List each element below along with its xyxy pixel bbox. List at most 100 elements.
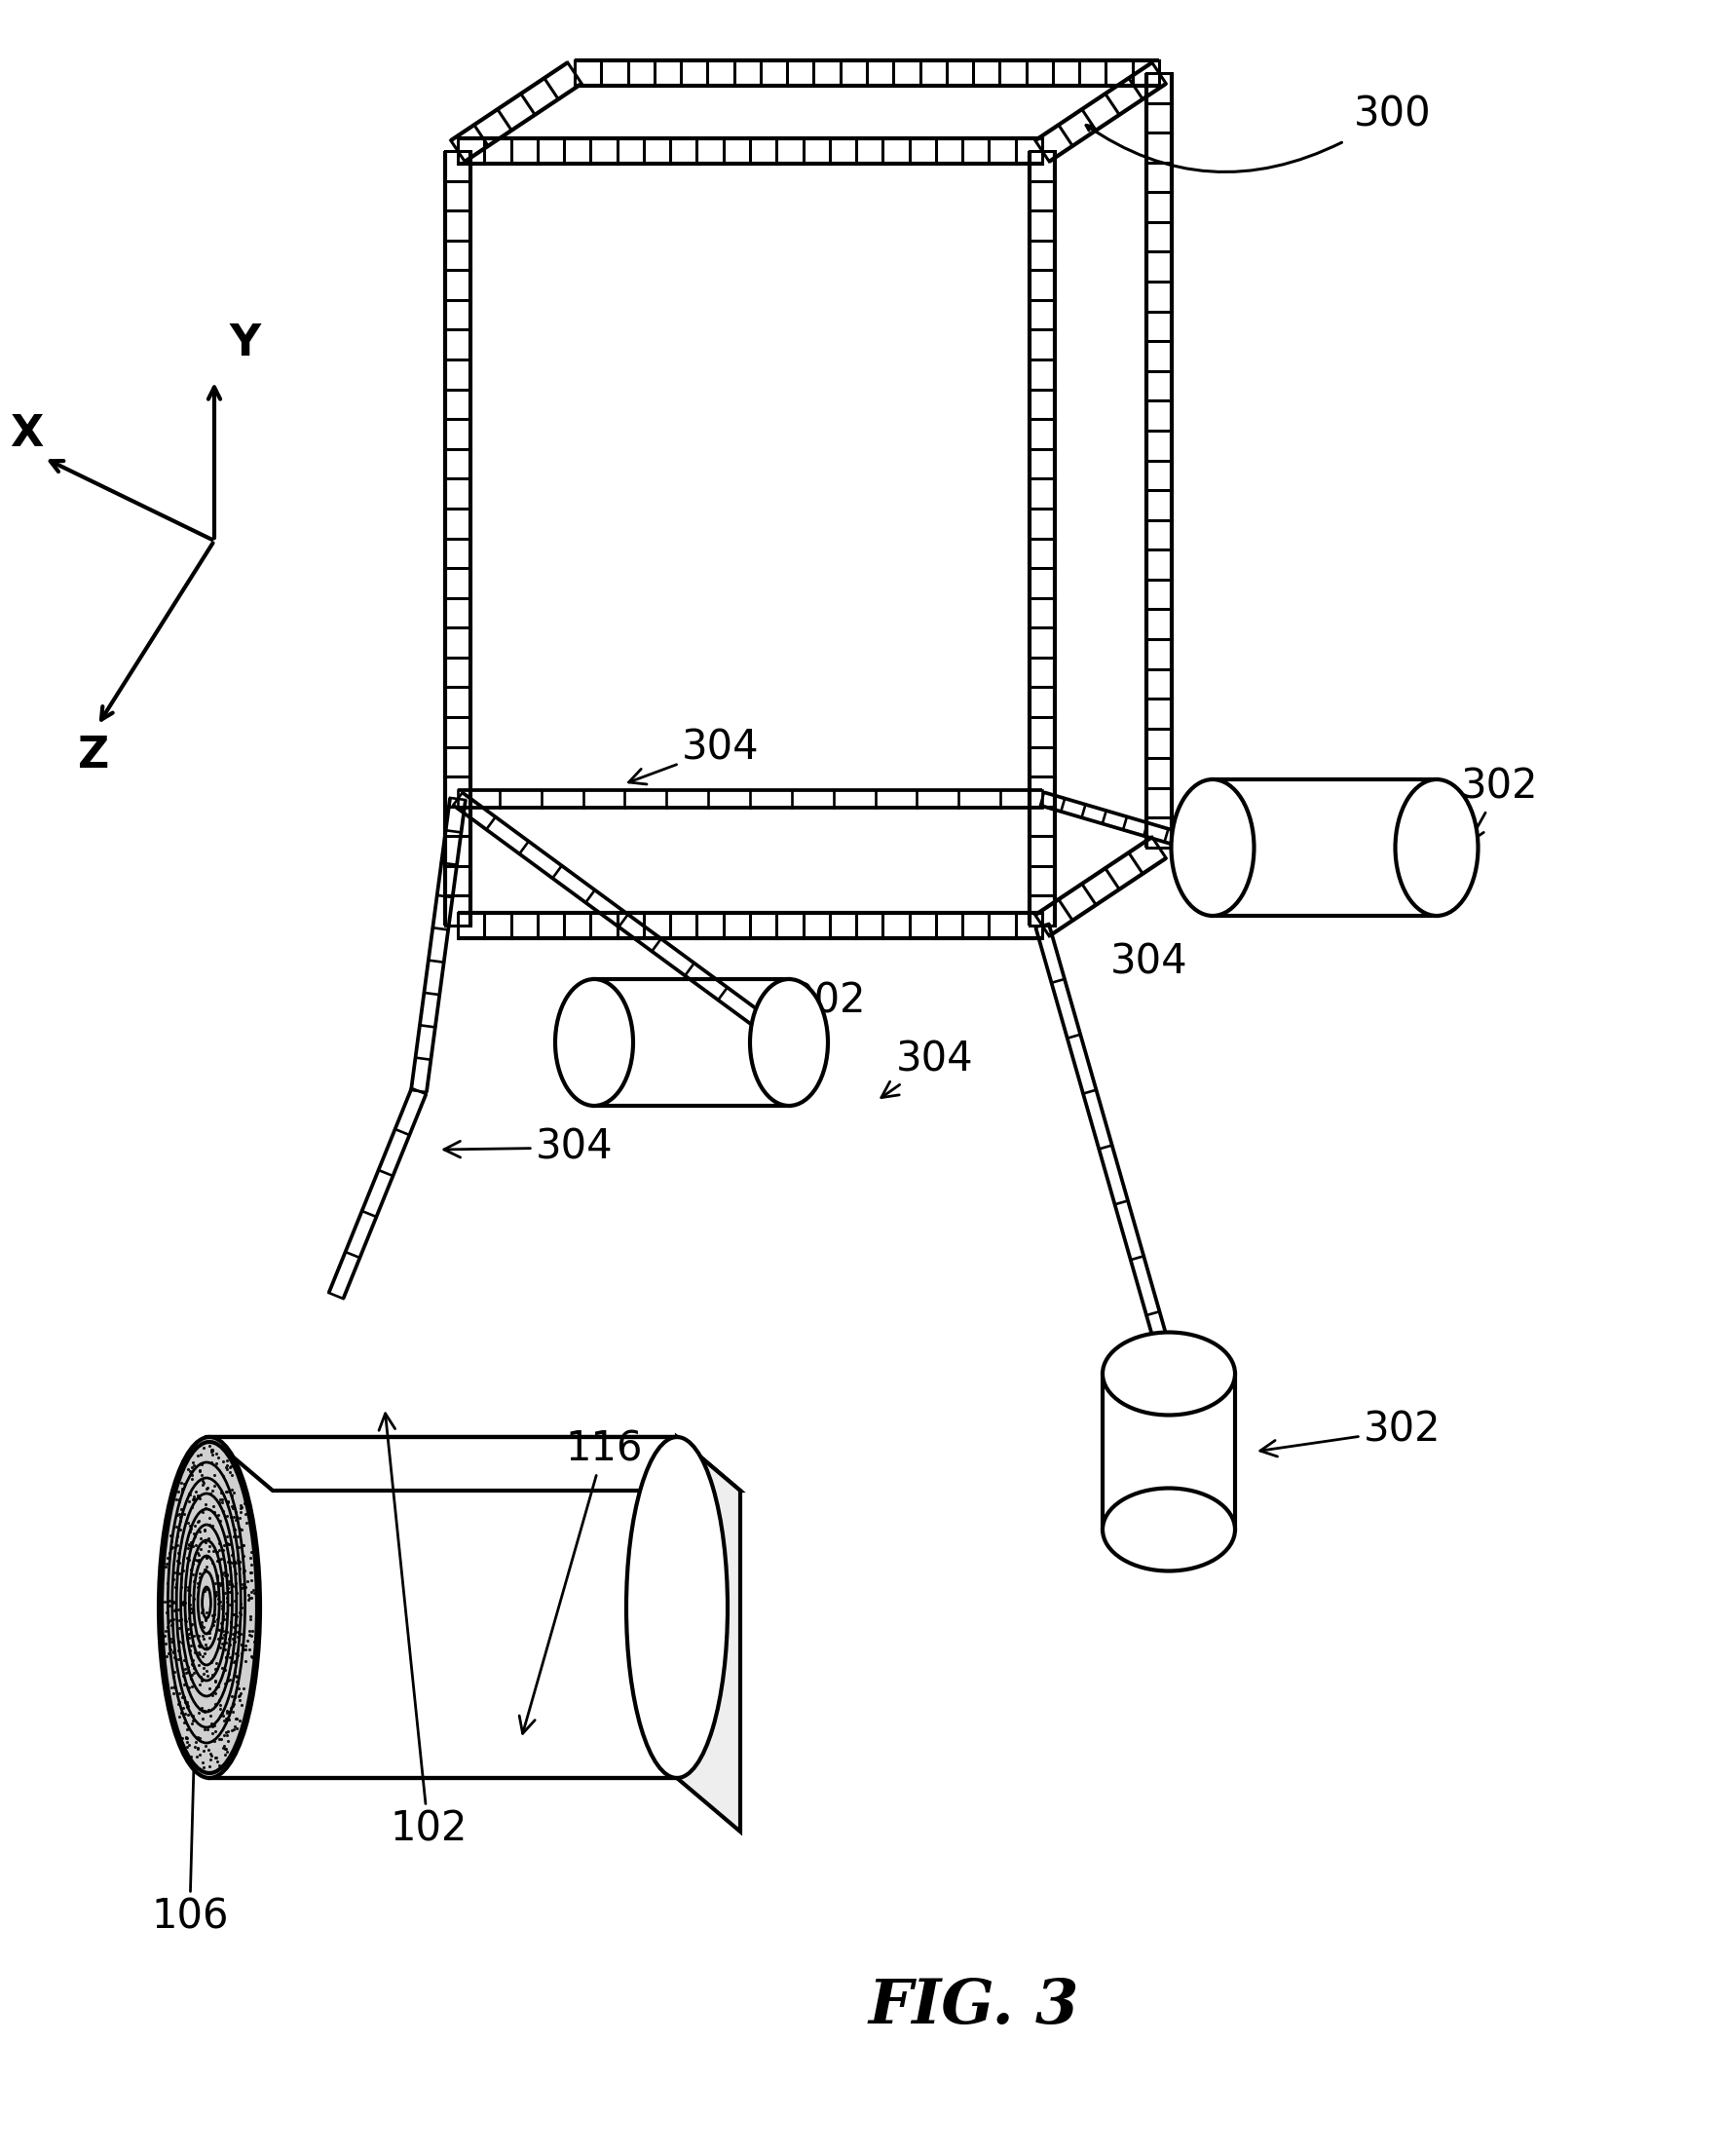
Point bbox=[174, 1697, 202, 1731]
Point bbox=[183, 1438, 210, 1473]
Point bbox=[157, 1587, 184, 1621]
Point bbox=[193, 1539, 221, 1574]
Bar bbox=[1103, 1373, 1234, 1529]
Point bbox=[216, 1526, 243, 1561]
Point bbox=[198, 1432, 226, 1466]
Point bbox=[174, 1572, 202, 1606]
Point bbox=[191, 1514, 219, 1548]
Point bbox=[172, 1720, 200, 1755]
Point bbox=[203, 1559, 231, 1593]
Point bbox=[207, 1481, 234, 1516]
Point bbox=[191, 1488, 219, 1522]
Point bbox=[222, 1606, 250, 1641]
Point bbox=[202, 1675, 229, 1710]
Point bbox=[203, 1611, 231, 1645]
Point bbox=[164, 1520, 191, 1554]
Point bbox=[186, 1557, 214, 1591]
Point bbox=[226, 1501, 253, 1535]
Point bbox=[186, 1667, 214, 1701]
Point bbox=[226, 1595, 253, 1630]
Point bbox=[195, 1520, 222, 1554]
Point bbox=[167, 1570, 195, 1604]
Point bbox=[188, 1662, 216, 1697]
Point bbox=[157, 1608, 184, 1643]
Point bbox=[172, 1587, 200, 1621]
Polygon shape bbox=[459, 151, 1043, 925]
Point bbox=[210, 1529, 238, 1563]
Point bbox=[186, 1692, 214, 1727]
Point bbox=[176, 1600, 203, 1634]
Point bbox=[226, 1550, 253, 1585]
Point bbox=[179, 1647, 207, 1682]
Point bbox=[203, 1744, 231, 1779]
Point bbox=[198, 1509, 226, 1544]
Point bbox=[202, 1686, 229, 1720]
Point bbox=[214, 1697, 241, 1731]
Point bbox=[222, 1701, 250, 1736]
Point bbox=[178, 1462, 205, 1496]
Point bbox=[221, 1565, 248, 1600]
Point bbox=[188, 1591, 216, 1626]
Point bbox=[193, 1615, 221, 1649]
Point bbox=[226, 1598, 253, 1632]
Point bbox=[178, 1628, 205, 1662]
Point bbox=[166, 1557, 193, 1591]
Point bbox=[209, 1589, 236, 1623]
Point bbox=[221, 1686, 248, 1720]
Point bbox=[216, 1455, 243, 1490]
Point bbox=[212, 1714, 240, 1749]
Point bbox=[167, 1492, 195, 1526]
Point bbox=[238, 1574, 265, 1608]
Point bbox=[193, 1654, 221, 1688]
Point bbox=[198, 1645, 226, 1680]
Point bbox=[181, 1636, 209, 1671]
Point bbox=[222, 1660, 250, 1695]
Point bbox=[193, 1595, 221, 1630]
Point bbox=[202, 1708, 229, 1742]
Point bbox=[214, 1574, 241, 1608]
Ellipse shape bbox=[1103, 1488, 1234, 1572]
Point bbox=[209, 1621, 236, 1656]
Point bbox=[179, 1656, 207, 1690]
Point bbox=[209, 1626, 236, 1660]
Point bbox=[214, 1723, 241, 1757]
Point bbox=[188, 1494, 216, 1529]
Point bbox=[179, 1546, 207, 1580]
Point bbox=[174, 1531, 202, 1565]
Point bbox=[229, 1554, 257, 1589]
Point bbox=[179, 1449, 207, 1483]
Point bbox=[231, 1554, 259, 1589]
Point bbox=[222, 1664, 250, 1699]
Point bbox=[193, 1630, 221, 1664]
Polygon shape bbox=[595, 979, 790, 1106]
Point bbox=[205, 1533, 233, 1567]
Point bbox=[172, 1684, 200, 1718]
Point bbox=[205, 1621, 233, 1656]
Point bbox=[160, 1675, 188, 1710]
Point bbox=[191, 1729, 219, 1764]
Point bbox=[210, 1632, 238, 1667]
Point bbox=[195, 1501, 222, 1535]
Point bbox=[221, 1712, 248, 1746]
Point bbox=[219, 1712, 247, 1746]
Point bbox=[172, 1656, 200, 1690]
Point bbox=[152, 1550, 179, 1585]
Point bbox=[216, 1587, 243, 1621]
Point bbox=[234, 1583, 262, 1617]
Point bbox=[198, 1658, 226, 1692]
Point bbox=[197, 1671, 224, 1705]
Text: Y: Y bbox=[229, 323, 260, 364]
Point bbox=[222, 1636, 250, 1671]
Point bbox=[160, 1554, 188, 1589]
Point bbox=[228, 1567, 255, 1602]
Point bbox=[205, 1684, 233, 1718]
Point bbox=[160, 1641, 188, 1675]
Point bbox=[191, 1514, 219, 1548]
Point bbox=[231, 1570, 259, 1604]
Point bbox=[160, 1593, 188, 1628]
Point bbox=[210, 1703, 238, 1738]
Point bbox=[176, 1485, 203, 1520]
Point bbox=[176, 1578, 203, 1613]
Point bbox=[162, 1481, 190, 1516]
Point bbox=[166, 1699, 193, 1733]
